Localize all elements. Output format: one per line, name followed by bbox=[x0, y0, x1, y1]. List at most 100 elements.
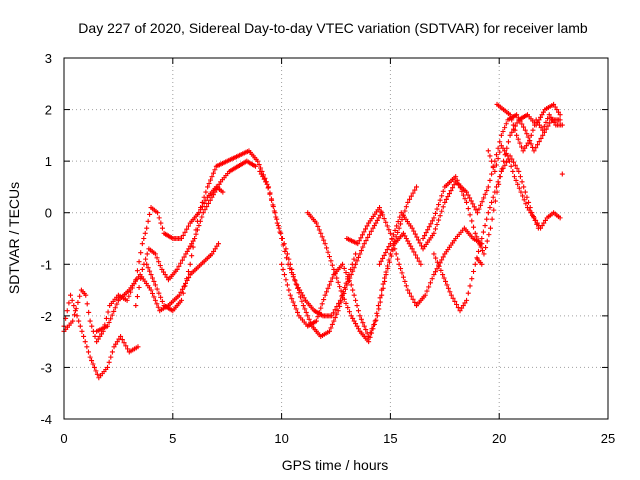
data-point bbox=[343, 270, 349, 276]
data-point bbox=[475, 237, 481, 243]
data-point bbox=[292, 303, 298, 309]
data-point bbox=[161, 269, 167, 275]
data-point bbox=[196, 223, 202, 229]
data-point bbox=[472, 261, 478, 267]
data-point bbox=[497, 174, 503, 180]
data-point bbox=[368, 228, 374, 234]
data-point bbox=[557, 112, 563, 118]
data-point bbox=[345, 305, 351, 311]
data-point bbox=[292, 277, 298, 283]
data-point bbox=[407, 290, 413, 296]
data-point bbox=[487, 153, 493, 159]
data-point bbox=[185, 223, 191, 229]
data-point bbox=[357, 251, 363, 257]
data-point bbox=[507, 158, 513, 164]
data-point bbox=[503, 150, 509, 156]
data-point bbox=[411, 249, 417, 255]
y-tick-label: -1 bbox=[40, 257, 52, 272]
data-point bbox=[539, 112, 545, 118]
data-point bbox=[493, 162, 499, 168]
data-point bbox=[260, 174, 266, 180]
data-point bbox=[180, 290, 186, 296]
data-point bbox=[270, 202, 276, 208]
data-point bbox=[303, 309, 309, 315]
data-point bbox=[541, 123, 547, 129]
data-point bbox=[385, 265, 391, 271]
data-point bbox=[121, 340, 127, 346]
data-point bbox=[279, 236, 285, 241]
data-point bbox=[489, 216, 495, 222]
data-point bbox=[528, 141, 534, 147]
data-point bbox=[85, 349, 91, 355]
data-point bbox=[487, 205, 493, 211]
data-point bbox=[533, 145, 539, 151]
data-point bbox=[212, 246, 218, 252]
data-point bbox=[141, 236, 147, 241]
data-point bbox=[528, 210, 534, 216]
data-point bbox=[69, 297, 75, 303]
data-point bbox=[138, 250, 144, 256]
data-point bbox=[386, 257, 392, 263]
data-point bbox=[540, 132, 546, 138]
data-point bbox=[410, 296, 416, 302]
data-point bbox=[315, 314, 321, 320]
data-point bbox=[478, 202, 484, 208]
series-track-10 bbox=[377, 112, 563, 267]
data-point bbox=[70, 318, 76, 324]
data-point bbox=[412, 187, 418, 193]
data-point bbox=[377, 261, 383, 267]
data-point bbox=[118, 333, 124, 339]
data-point bbox=[396, 261, 402, 267]
data-point bbox=[510, 168, 516, 174]
data-point bbox=[136, 259, 142, 265]
data-point bbox=[372, 318, 378, 324]
data-point bbox=[90, 361, 96, 367]
data-point bbox=[364, 223, 370, 229]
y-tick-labels: -4 -3 -2 -1 0 1 2 3 bbox=[40, 51, 52, 427]
data-point bbox=[144, 251, 150, 257]
data-point bbox=[378, 258, 384, 264]
data-point bbox=[189, 253, 195, 259]
data-point bbox=[157, 263, 163, 269]
data-point bbox=[540, 127, 546, 133]
data-point bbox=[178, 260, 184, 266]
data-point bbox=[412, 231, 418, 237]
data-point bbox=[508, 163, 514, 169]
data-point bbox=[212, 189, 218, 195]
data-point bbox=[271, 208, 277, 214]
data-point bbox=[143, 256, 149, 262]
series-track-15 bbox=[474, 171, 565, 267]
data-point bbox=[321, 237, 327, 243]
data-point bbox=[159, 266, 165, 272]
data-point bbox=[365, 234, 371, 240]
data-point bbox=[440, 254, 446, 260]
data-point bbox=[525, 140, 531, 146]
data-point bbox=[485, 210, 491, 216]
data-point bbox=[283, 246, 289, 252]
data-point bbox=[256, 162, 262, 168]
data-point bbox=[293, 281, 299, 287]
data-point bbox=[498, 132, 504, 138]
data-point bbox=[348, 313, 354, 319]
data-point bbox=[520, 193, 526, 199]
data-point bbox=[105, 309, 111, 315]
data-point bbox=[328, 325, 334, 331]
data-point bbox=[322, 241, 328, 247]
data-point bbox=[482, 223, 488, 229]
data-point bbox=[326, 328, 332, 334]
data-point bbox=[441, 275, 447, 281]
data-point bbox=[366, 339, 372, 345]
data-point bbox=[476, 248, 482, 254]
data-point bbox=[489, 171, 495, 177]
data-point bbox=[329, 313, 335, 319]
data-point bbox=[452, 298, 458, 304]
data-point bbox=[370, 326, 376, 332]
data-point bbox=[287, 261, 293, 267]
data-point bbox=[183, 280, 189, 286]
data-point bbox=[512, 127, 518, 133]
data-point bbox=[405, 238, 411, 244]
data-point bbox=[297, 294, 303, 300]
data-point bbox=[538, 125, 544, 131]
data-point bbox=[459, 188, 465, 194]
data-point bbox=[199, 199, 205, 205]
